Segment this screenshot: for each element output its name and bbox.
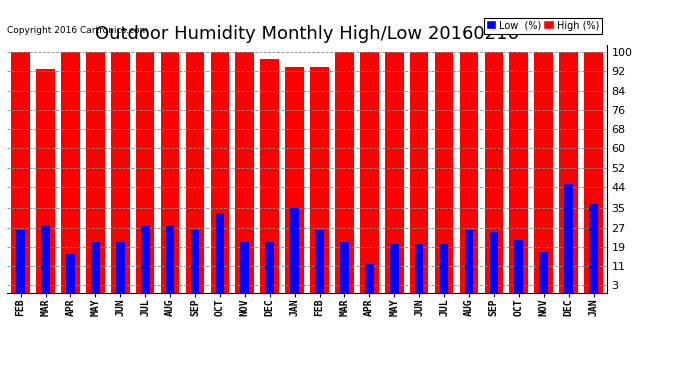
Bar — [41, 225, 50, 292]
Bar — [560, 52, 578, 292]
Bar — [116, 242, 125, 292]
Bar — [266, 242, 274, 292]
Bar — [365, 264, 374, 292]
Title: Outdoor Humidity Monthly High/Low 20160216: Outdoor Humidity Monthly High/Low 201602… — [95, 26, 519, 44]
Bar — [564, 184, 573, 292]
Legend: Low  (%), High (%): Low (%), High (%) — [484, 18, 602, 33]
Bar — [186, 52, 204, 292]
Bar — [91, 242, 99, 292]
Bar — [111, 52, 130, 292]
Bar — [11, 52, 30, 292]
Bar — [360, 52, 379, 292]
Bar — [166, 225, 175, 292]
Bar — [335, 52, 354, 292]
Bar — [534, 52, 553, 292]
Bar — [410, 52, 428, 292]
Bar — [385, 52, 404, 292]
Bar — [86, 52, 105, 292]
Bar — [36, 69, 55, 292]
Bar — [210, 52, 229, 292]
Bar — [290, 209, 299, 292]
Bar — [285, 67, 304, 292]
Bar — [235, 52, 254, 292]
Bar — [136, 52, 155, 292]
Bar — [240, 242, 249, 292]
Bar — [484, 52, 503, 292]
Bar — [190, 230, 199, 292]
Bar — [509, 52, 528, 292]
Bar — [589, 204, 598, 292]
Bar — [464, 230, 473, 292]
Bar — [310, 67, 329, 292]
Bar — [141, 225, 150, 292]
Bar — [61, 52, 80, 292]
Bar — [161, 52, 179, 292]
Bar — [515, 240, 523, 292]
Bar — [215, 213, 224, 292]
Bar — [489, 232, 498, 292]
Bar — [17, 230, 25, 292]
Bar — [66, 254, 75, 292]
Bar — [415, 244, 424, 292]
Bar — [584, 52, 603, 292]
Bar — [340, 242, 348, 292]
Bar — [315, 230, 324, 292]
Bar — [540, 252, 548, 292]
Bar — [260, 59, 279, 292]
Text: Copyright 2016 Cartronics.com: Copyright 2016 Cartronics.com — [7, 26, 148, 35]
Bar — [435, 52, 453, 292]
Bar — [460, 52, 478, 292]
Bar — [440, 244, 449, 292]
Bar — [390, 244, 399, 292]
